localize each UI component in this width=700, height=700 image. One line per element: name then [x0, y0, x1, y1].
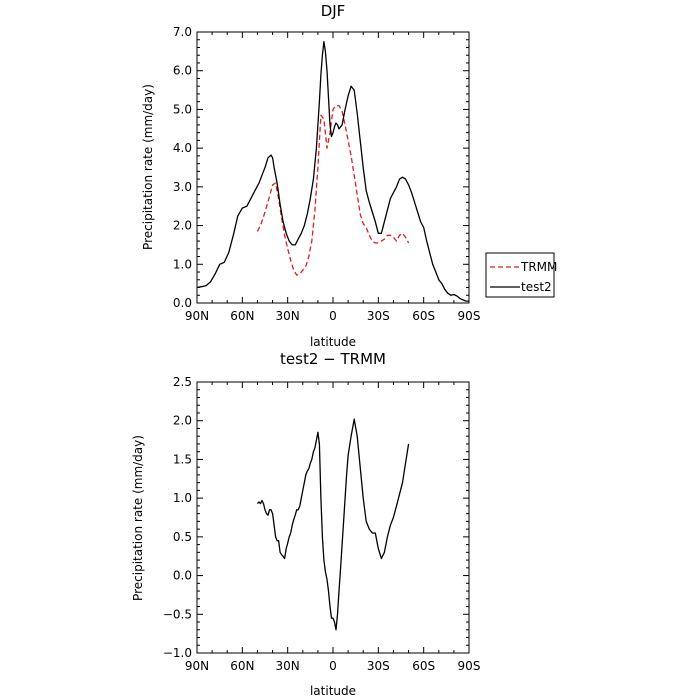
data-lines	[256, 418, 410, 631]
x-tick-label: 60S	[412, 309, 435, 323]
y-tick-label: 1.0	[173, 491, 192, 505]
y-tick-label: −0.5	[163, 607, 192, 621]
legend-label-test2: test2	[521, 280, 552, 294]
x-tick-label: 60N	[230, 309, 254, 323]
x-tick-label: 60N	[230, 659, 254, 673]
y-tick-label: 1.0	[173, 257, 192, 271]
x-tick-label: 90S	[458, 309, 481, 323]
chart-title: test2 − TRMM	[280, 350, 386, 368]
y-tick-label: 2.0	[173, 219, 192, 233]
x-tick-label: 30S	[367, 659, 390, 673]
y-tick-label: −1.0	[163, 646, 192, 660]
data-lines	[196, 41, 469, 302]
series-line-test2	[196, 41, 469, 302]
y-tick-label: 5.0	[173, 102, 192, 116]
chart-djf: DJF 90N 60N 30N 0 30S 60S 90S 0.0 1.0 2.0 3.0 4.0 5.…	[141, 2, 480, 349]
legend-label-trmm: TRMM	[520, 260, 557, 274]
x-tick-label: 90S	[458, 659, 481, 673]
y-tick-label: 4.0	[173, 141, 192, 155]
x-axis-label: latitude	[310, 684, 356, 698]
chart-difference: test2 − TRMM 90N 60N 30N 0 30S 60S 90S −1.0 −0.5…	[131, 350, 480, 698]
y-tick-label: 7.0	[173, 25, 192, 39]
axis-ticks: 90N 60N 30N 0 30S 60S 90S 0.0 1.0 2.0 3.0 4.0 5.0 6.0…	[173, 25, 481, 323]
plot-frame	[196, 31, 470, 304]
x-tick-label: 30N	[276, 309, 300, 323]
x-tick-label: 90N	[185, 659, 209, 673]
x-tick-label: 30S	[367, 309, 390, 323]
chart-title: DJF	[321, 2, 346, 20]
x-tick-label: 60S	[412, 659, 435, 673]
x-tick-label: 30N	[276, 659, 300, 673]
y-tick-label: 2.0	[173, 414, 192, 428]
y-tick-label: 0.0	[173, 569, 192, 583]
x-tick-label: 0	[329, 659, 337, 673]
y-tick-label: 1.5	[173, 452, 192, 466]
y-tick-label: 2.5	[173, 375, 192, 389]
y-tick-label: 6.0	[173, 64, 192, 78]
series-line-trmm	[256, 104, 410, 276]
x-tick-label: 90N	[185, 309, 209, 323]
plot-frame	[196, 381, 470, 654]
y-axis-label: Precipitation rate (mm/day)	[141, 84, 155, 250]
x-tick-label: 0	[329, 309, 337, 323]
x-axis-label: latitude	[310, 335, 356, 349]
series-line-difference	[256, 418, 410, 631]
axis-ticks: 90N 60N 30N 0 30S 60S 90S −1.0 −0.5 0.0 0.5 1.0 1.5 2…	[163, 375, 481, 673]
legend-box	[485, 252, 555, 298]
y-tick-label: 0.5	[173, 530, 192, 544]
legend: TRMM test2	[485, 252, 557, 298]
y-tick-label: 3.0	[173, 180, 192, 194]
y-tick-label: 0.0	[173, 296, 192, 310]
y-axis-label: Precipitation rate (mm/day)	[131, 435, 145, 601]
